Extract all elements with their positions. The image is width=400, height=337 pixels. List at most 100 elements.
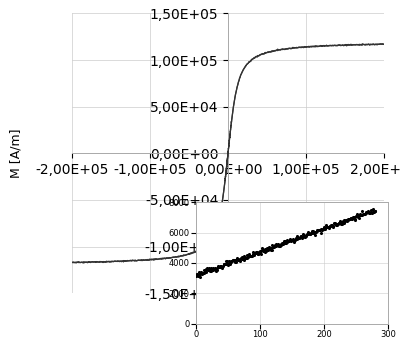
Point xyxy=(308,230,315,236)
Point xyxy=(286,238,293,243)
Point xyxy=(240,257,247,263)
Point xyxy=(255,251,262,257)
Point xyxy=(202,269,209,275)
Point xyxy=(358,212,365,217)
Point xyxy=(316,227,322,233)
Point xyxy=(227,261,233,266)
Point xyxy=(230,257,236,262)
Point xyxy=(306,232,313,237)
Point xyxy=(283,241,289,246)
Point xyxy=(199,271,206,276)
Point xyxy=(340,219,346,224)
Point xyxy=(291,239,298,244)
Point xyxy=(206,267,212,272)
Point xyxy=(242,254,249,260)
Point xyxy=(295,235,301,241)
Point xyxy=(241,253,247,259)
Point xyxy=(346,216,352,221)
Point xyxy=(277,243,283,248)
Point xyxy=(320,226,326,232)
Point xyxy=(370,206,376,212)
Point xyxy=(206,266,213,271)
Point xyxy=(336,221,342,226)
Point xyxy=(267,247,274,252)
Point xyxy=(264,247,270,252)
Point xyxy=(259,245,265,250)
Point xyxy=(276,243,283,248)
Point xyxy=(232,257,238,263)
Point xyxy=(286,239,292,244)
Point xyxy=(256,250,263,255)
Point xyxy=(372,208,378,213)
Point xyxy=(315,228,321,233)
Point xyxy=(235,257,242,262)
Point xyxy=(256,249,262,254)
Point xyxy=(196,269,202,275)
Point xyxy=(198,271,205,277)
Point xyxy=(301,233,308,239)
Point xyxy=(362,209,369,215)
Point xyxy=(268,242,275,248)
Point xyxy=(352,216,358,221)
Point xyxy=(366,211,373,216)
Point xyxy=(310,230,317,235)
Point xyxy=(211,266,217,271)
Point xyxy=(210,268,216,273)
Point xyxy=(224,260,230,265)
Point xyxy=(314,229,320,234)
Point xyxy=(362,212,368,217)
Point xyxy=(302,234,308,239)
Point xyxy=(201,270,208,275)
Point xyxy=(312,232,318,238)
Point xyxy=(278,241,285,246)
Point xyxy=(322,226,328,232)
Point xyxy=(237,256,244,261)
Point xyxy=(316,228,322,233)
Point xyxy=(305,229,312,235)
Point xyxy=(284,238,290,243)
Point xyxy=(275,242,282,247)
Point xyxy=(287,236,294,241)
Point xyxy=(212,266,218,271)
Point xyxy=(365,208,371,214)
Point xyxy=(347,216,353,221)
Point xyxy=(200,268,207,273)
Point xyxy=(258,251,264,256)
Point xyxy=(298,233,304,239)
Point xyxy=(213,267,220,272)
Point xyxy=(257,248,264,253)
Point xyxy=(228,258,234,264)
Point xyxy=(319,226,326,232)
Point xyxy=(303,233,310,238)
Point xyxy=(339,221,345,226)
Point xyxy=(334,222,340,228)
Point xyxy=(351,214,357,219)
Point xyxy=(335,221,341,227)
Point xyxy=(258,248,265,253)
Point xyxy=(218,263,224,268)
Point xyxy=(325,224,332,229)
Point xyxy=(349,217,355,222)
Point xyxy=(334,221,340,226)
Point xyxy=(208,268,215,274)
Point xyxy=(233,259,240,265)
Point xyxy=(264,245,270,250)
Point xyxy=(220,263,226,268)
Point xyxy=(266,244,272,250)
Point xyxy=(340,220,347,226)
Point xyxy=(216,263,223,268)
Point xyxy=(226,258,232,264)
Point xyxy=(238,257,245,262)
Point xyxy=(207,268,213,274)
Point xyxy=(355,215,362,221)
Point xyxy=(200,270,206,275)
Point xyxy=(249,249,256,254)
Point xyxy=(341,217,348,223)
Point xyxy=(353,212,360,217)
Point xyxy=(289,237,296,242)
Point xyxy=(339,220,346,226)
Point xyxy=(262,249,268,255)
Point xyxy=(326,225,332,231)
Point xyxy=(238,255,244,261)
Point xyxy=(294,236,300,242)
